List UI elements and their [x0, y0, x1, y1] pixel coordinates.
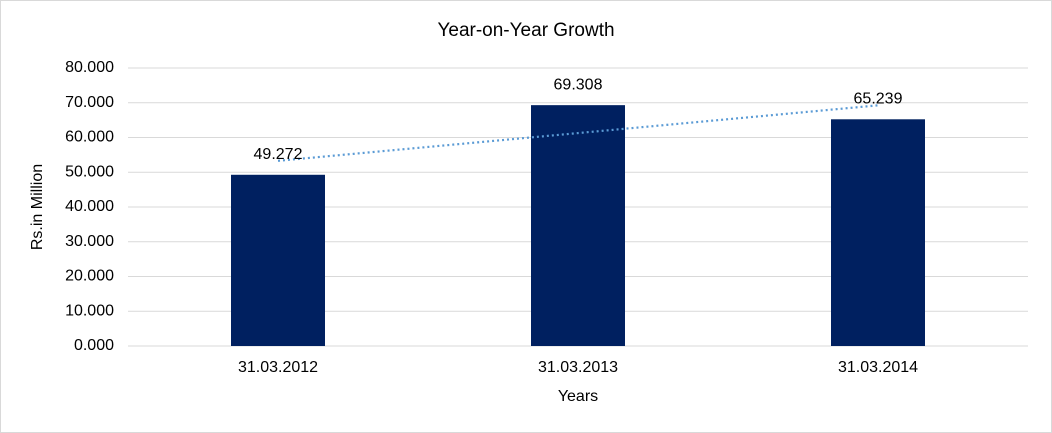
y-tick-label: 20.000 — [65, 268, 114, 285]
y-tick-label: 40.000 — [65, 198, 114, 215]
y-tick-label: 70.000 — [65, 94, 114, 111]
bar — [531, 105, 625, 347]
trendline — [277, 104, 879, 162]
data-label: 69.308 — [554, 76, 603, 93]
chart-title: Year-on-Year Growth — [437, 20, 614, 41]
bar — [831, 119, 925, 347]
y-tick-label: 0.000 — [74, 337, 114, 354]
x-tick-label: 31.03.2013 — [538, 359, 618, 376]
data-label: 49.272 — [254, 146, 303, 163]
y-axis-label: Rs.in Million — [29, 164, 46, 250]
y-tick-label: 80.000 — [65, 59, 114, 76]
data-label: 65.239 — [854, 91, 903, 108]
bar — [231, 174, 325, 346]
x-axis-label: Years — [558, 388, 598, 405]
x-tick-label: 31.03.2012 — [238, 359, 318, 376]
y-tick-label: 50.000 — [65, 163, 114, 180]
y-tick-label: 30.000 — [65, 233, 114, 250]
x-tick-label: 31.03.2014 — [838, 359, 918, 376]
y-tick-label: 10.000 — [65, 302, 114, 319]
y-tick-label: 60.000 — [65, 129, 114, 146]
